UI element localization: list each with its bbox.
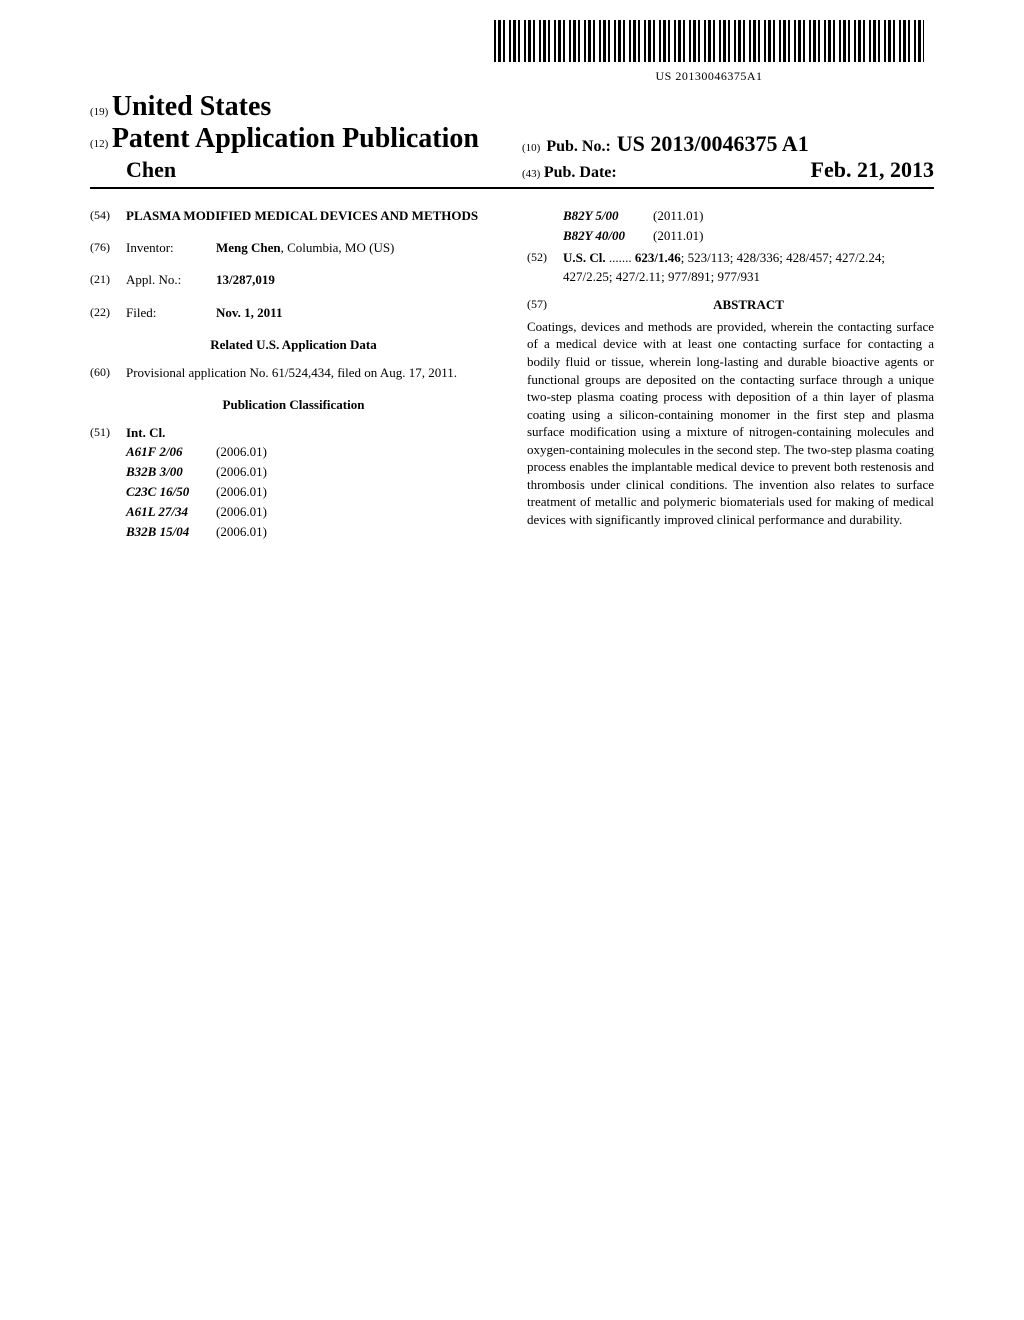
country-name: United States xyxy=(112,91,271,122)
inventor-value: Meng Chen, Columbia, MO (US) xyxy=(216,239,497,257)
code-22: (22) xyxy=(90,304,126,322)
title-row: (54) PLASMA MODIFIED MEDICAL DEVICES AND… xyxy=(90,207,497,225)
intcl-right-date-0: (2011.01) xyxy=(653,207,703,225)
appl-no-row: (21) Appl. No.: 13/287,019 xyxy=(90,271,497,289)
abstract-heading: ABSTRACT xyxy=(563,296,934,314)
code-60: (60) xyxy=(90,364,126,382)
code-10: (10) xyxy=(522,142,540,154)
pub-no-label: Pub. No.: xyxy=(546,138,610,156)
related-data-heading: Related U.S. Application Data xyxy=(90,336,497,354)
inventor-name: Meng Chen xyxy=(216,240,281,255)
code-52: (52) xyxy=(527,249,563,285)
intcl-row-2: C23C 16/50 (2006.01) xyxy=(126,483,497,501)
uscl-label: U.S. Cl. xyxy=(563,250,606,265)
content-columns: (54) PLASMA MODIFIED MEDICAL DEVICES AND… xyxy=(90,207,934,543)
intcl-row-4: B32B 15/04 (2006.01) xyxy=(126,523,497,541)
intcl-date-2: (2006.01) xyxy=(216,483,267,501)
abstract-text: Coatings, devices and methods are provid… xyxy=(527,318,934,529)
uscl-row: (52) U.S. Cl. ....... 623/1.46; 523/113;… xyxy=(527,249,934,285)
intcl-right-section: B82Y 5/00 (2011.01) B82Y 40/00 (2011.01) xyxy=(527,207,934,245)
provisional-row: (60) Provisional application No. 61/524,… xyxy=(90,364,497,382)
intcl-class-4: B32B 15/04 xyxy=(126,523,216,541)
pub-date-value: Feb. 21, 2013 xyxy=(811,157,934,183)
appl-no-value: 13/287,019 xyxy=(216,271,497,289)
code-19: (19) xyxy=(90,106,108,118)
author-name: Chen xyxy=(90,157,502,183)
intcl-right-row-1: B82Y 40/00 (2011.01) xyxy=(563,227,934,245)
pub-classification-heading: Publication Classification xyxy=(90,396,497,414)
inventor-location: , Columbia, MO (US) xyxy=(281,240,395,255)
intcl-date-1: (2006.01) xyxy=(216,463,267,481)
filed-label: Filed: xyxy=(126,304,216,322)
provisional-text: Provisional application No. 61/524,434, … xyxy=(126,364,497,382)
intcl-row-1: B32B 3/00 (2006.01) xyxy=(126,463,497,481)
intcl-right-class-1: B82Y 40/00 xyxy=(563,227,653,245)
intcl-row-0: A61F 2/06 (2006.01) xyxy=(126,443,497,461)
uscl-bold: 623/1.46 xyxy=(635,250,681,265)
intcl-row-3: A61L 27/34 (2006.01) xyxy=(126,503,497,521)
intcl-right-date-1: (2011.01) xyxy=(653,227,703,245)
appl-no-label: Appl. No.: xyxy=(126,271,216,289)
publication-type: Patent Application Publication xyxy=(112,123,479,154)
code-51: (51) xyxy=(90,424,126,543)
code-57: (57) xyxy=(527,296,563,318)
filed-row: (22) Filed: Nov. 1, 2011 xyxy=(90,304,497,322)
inventor-row: (76) Inventor: Meng Chen, Columbia, MO (… xyxy=(90,239,497,257)
intcl-date-3: (2006.01) xyxy=(216,503,267,521)
intcl-class-1: B32B 3/00 xyxy=(126,463,216,481)
intcl-section: (51) Int. Cl. A61F 2/06 (2006.01) B32B 3… xyxy=(90,424,497,543)
code-54: (54) xyxy=(90,207,126,225)
code-21: (21) xyxy=(90,271,126,289)
intcl-date-4: (2006.01) xyxy=(216,523,267,541)
intcl-class-3: A61L 27/34 xyxy=(126,503,216,521)
inventor-label: Inventor: xyxy=(126,239,216,257)
intcl-class-0: A61F 2/06 xyxy=(126,443,216,461)
pub-date-label: Pub. Date: xyxy=(544,164,617,181)
intcl-right-row-0: B82Y 5/00 (2011.01) xyxy=(563,207,934,225)
filed-value: Nov. 1, 2011 xyxy=(216,304,497,322)
header-right: (10) Pub. No.: US 2013/0046375 A1 (43) P… xyxy=(502,131,934,183)
invention-title: PLASMA MODIFIED MEDICAL DEVICES AND METH… xyxy=(126,207,497,225)
abstract-heading-row: (57) ABSTRACT xyxy=(527,296,934,318)
code-12: (12) xyxy=(90,138,108,150)
code-43: (43) xyxy=(522,168,540,180)
right-column: B82Y 5/00 (2011.01) B82Y 40/00 (2011.01)… xyxy=(527,207,934,543)
pub-no-value: US 2013/0046375 A1 xyxy=(617,131,809,157)
barcode-graphic xyxy=(494,20,924,62)
left-column: (54) PLASMA MODIFIED MEDICAL DEVICES AND… xyxy=(90,207,497,543)
intcl-date-0: (2006.01) xyxy=(216,443,267,461)
intcl-class-2: C23C 16/50 xyxy=(126,483,216,501)
intcl-right-class-0: B82Y 5/00 xyxy=(563,207,653,225)
uscl-dots: ....... xyxy=(606,250,632,265)
header-left: (19) United States (12) Patent Applicati… xyxy=(90,91,502,183)
document-header: (19) United States (12) Patent Applicati… xyxy=(90,91,934,189)
barcode-number: US 20130046375A1 xyxy=(494,69,924,84)
code-76: (76) xyxy=(90,239,126,257)
intcl-label: Int. Cl. xyxy=(126,424,497,442)
barcode-region: US 20130046375A1 xyxy=(90,20,934,85)
